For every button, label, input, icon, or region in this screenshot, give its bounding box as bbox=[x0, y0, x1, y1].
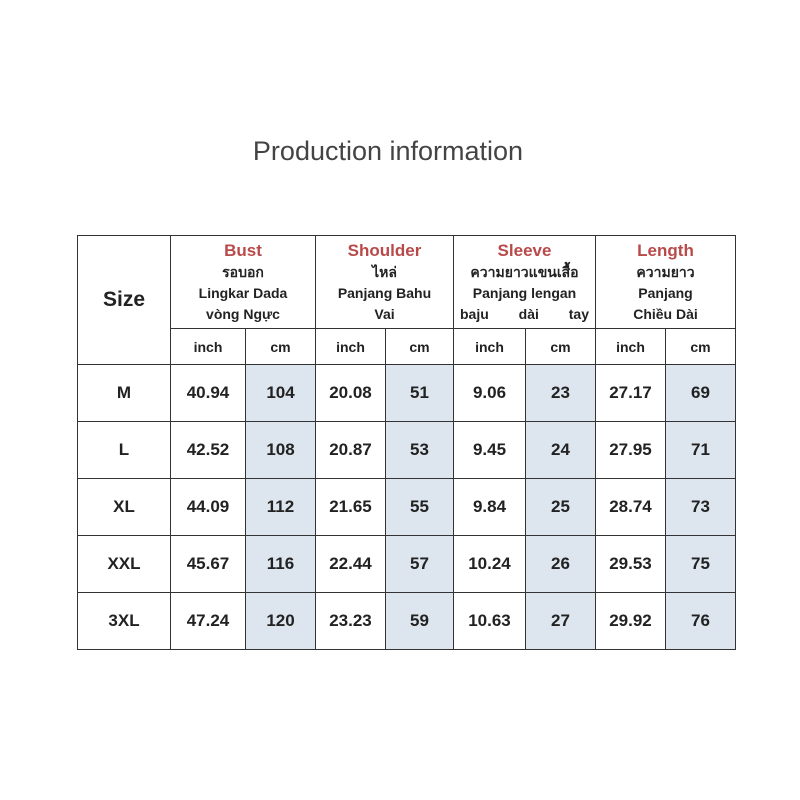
size-table: Size Bust รอบอก Lingkar Dada vòng Ngực Should… bbox=[77, 235, 736, 650]
value-cell: 53 bbox=[385, 421, 454, 479]
title: Production information bbox=[252, 136, 524, 166]
column-name: Sleeve bbox=[497, 240, 552, 260]
column-subtitle: Panjang lengan bbox=[472, 284, 577, 301]
unit-cell: cm bbox=[385, 328, 454, 365]
value-cell: 28.74 bbox=[595, 478, 666, 536]
size-cell: L bbox=[77, 421, 171, 479]
column-subtitle: Vai bbox=[374, 305, 395, 322]
value-cell: 57 bbox=[385, 535, 454, 593]
column-header: Bust รอบอก Lingkar Dada vòng Ngực bbox=[170, 235, 316, 329]
column-subtitle: ความยาว bbox=[636, 263, 695, 280]
value-cell: 25 bbox=[525, 478, 596, 536]
value-cell: 47.24 bbox=[170, 592, 246, 650]
value-cell: 40.94 bbox=[170, 364, 246, 422]
value-cell: 71 bbox=[665, 421, 736, 479]
unit-cell: cm bbox=[525, 328, 596, 365]
column-subtitle: Chiều Dài bbox=[633, 305, 698, 322]
column-header: Length ความยาว Panjang Chiều Dài bbox=[595, 235, 736, 329]
value-cell: 23.23 bbox=[315, 592, 386, 650]
column-name: Bust bbox=[224, 240, 262, 260]
value-cell: 24 bbox=[525, 421, 596, 479]
size-cell: XL bbox=[77, 478, 171, 536]
value-cell: 51 bbox=[385, 364, 454, 422]
size-cell: XXL bbox=[77, 535, 171, 593]
unit-cell: cm bbox=[245, 328, 316, 365]
size-cell: M bbox=[77, 364, 171, 422]
value-cell: 59 bbox=[385, 592, 454, 650]
value-cell: 10.63 bbox=[453, 592, 526, 650]
value-cell: 112 bbox=[245, 478, 316, 536]
unit-row: inch cm inch cm inch cm inch cm bbox=[78, 328, 736, 365]
value-cell: 9.06 bbox=[453, 364, 526, 422]
column-subtitle: Panjang bbox=[638, 284, 693, 301]
value-cell: 55 bbox=[385, 478, 454, 536]
value-cell: 108 bbox=[245, 421, 316, 479]
value-cell: 10.24 bbox=[453, 535, 526, 593]
value-cell: 27.17 bbox=[595, 364, 666, 422]
column-name: Shoulder bbox=[347, 240, 422, 260]
unit-cell: inch bbox=[170, 328, 246, 365]
value-cell: 21.65 bbox=[315, 478, 386, 536]
value-cell: 73 bbox=[665, 478, 736, 536]
value-cell: 29.53 bbox=[595, 535, 666, 593]
column-header: Shoulder ไหล่ Panjang Bahu Vai bbox=[315, 235, 454, 329]
column-subtitle: ความยาวแขนเสื้อ bbox=[470, 263, 579, 280]
value-cell: 69 bbox=[665, 364, 736, 422]
unit-cell: inch bbox=[315, 328, 386, 365]
value-cell: 27.95 bbox=[595, 421, 666, 479]
value-cell: 45.67 bbox=[170, 535, 246, 593]
header-row: Size Bust รอบอก Lingkar Dada vòng Ngực Should… bbox=[77, 235, 736, 365]
data-row: 3XL 47.24 120 23.23 59 10.63 27 29.92 76 bbox=[77, 592, 736, 650]
value-cell: 26 bbox=[525, 535, 596, 593]
unit-cell: inch bbox=[453, 328, 526, 365]
column-subtitle: baju dài tay bbox=[459, 305, 590, 322]
value-cell: 27 bbox=[525, 592, 596, 650]
column-subtitle: Lingkar Dada bbox=[198, 284, 288, 301]
value-cell: 9.45 bbox=[453, 421, 526, 479]
value-cell: 20.08 bbox=[315, 364, 386, 422]
value-cell: 22.44 bbox=[315, 535, 386, 593]
size-cell: 3XL bbox=[77, 592, 171, 650]
data-row: L 42.52 108 20.87 53 9.45 24 27.95 71 bbox=[77, 421, 736, 479]
value-cell: 104 bbox=[245, 364, 316, 422]
value-cell: 75 bbox=[665, 535, 736, 593]
column-name: Length bbox=[637, 240, 694, 260]
value-cell: 23 bbox=[525, 364, 596, 422]
unit-cell: inch bbox=[595, 328, 666, 365]
data-row: XL 44.09 112 21.65 55 9.84 25 28.74 73 bbox=[77, 478, 736, 536]
size-header: Size bbox=[77, 235, 171, 365]
value-cell: 29.92 bbox=[595, 592, 666, 650]
value-cell: 9.84 bbox=[453, 478, 526, 536]
column-subtitle: vòng Ngực bbox=[206, 305, 280, 322]
value-cell: 44.09 bbox=[170, 478, 246, 536]
column-subtitle: รอบอก bbox=[222, 263, 264, 280]
column-subtitle: ไหล่ bbox=[372, 263, 397, 280]
unit-cell: cm bbox=[665, 328, 736, 365]
value-cell: 20.87 bbox=[315, 421, 386, 479]
value-cell: 76 bbox=[665, 592, 736, 650]
column-subtitle: Panjang Bahu bbox=[337, 284, 432, 301]
value-cell: 120 bbox=[245, 592, 316, 650]
data-row: M 40.94 104 20.08 51 9.06 23 27.17 69 bbox=[77, 364, 736, 422]
column-header: Sleeve ความยาวแขนเสื้อ Panjang lengan baju … bbox=[453, 235, 596, 329]
data-row: XXL 45.67 116 22.44 57 10.24 26 29.53 75 bbox=[77, 535, 736, 593]
value-cell: 42.52 bbox=[170, 421, 246, 479]
value-cell: 116 bbox=[245, 535, 316, 593]
